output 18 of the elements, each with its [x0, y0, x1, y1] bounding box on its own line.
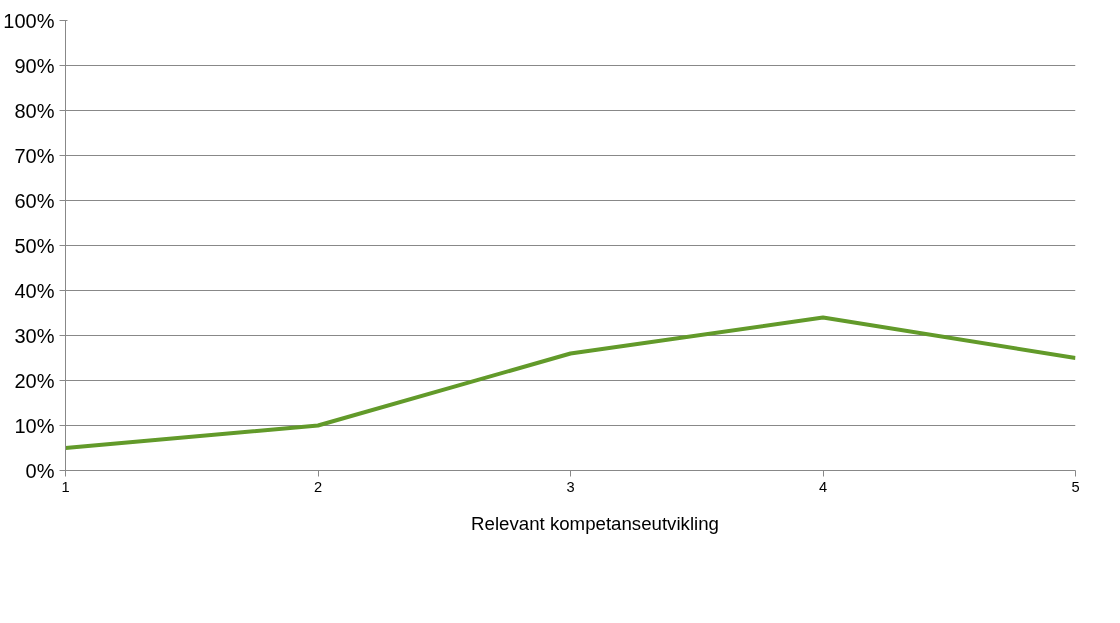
- y-tick-label: 40%: [14, 279, 55, 302]
- y-tick-label: 50%: [14, 234, 55, 257]
- x-tick-label: 5: [1071, 478, 1080, 495]
- y-tick-label: 100%: [3, 9, 55, 32]
- x-tick-label: 1: [61, 478, 70, 495]
- y-tick-label: 10%: [14, 414, 55, 437]
- y-tick-label: 70%: [14, 144, 55, 167]
- text: Relevant kompetanseutvikling: [471, 513, 719, 535]
- y-tick-label: 30%: [14, 324, 55, 347]
- x-tick-label: 3: [566, 478, 575, 495]
- x-tick-label: 4: [818, 478, 828, 495]
- y-tick-label: 80%: [14, 99, 55, 122]
- x-tick-label: 2: [313, 478, 323, 495]
- y-tick-label: 60%: [14, 189, 55, 212]
- line-series: [65, 315, 1076, 450]
- y-tick-label: 0%: [25, 459, 55, 482]
- y-tick-label: 90%: [14, 54, 55, 77]
- y-tick-label: 20%: [14, 369, 55, 392]
